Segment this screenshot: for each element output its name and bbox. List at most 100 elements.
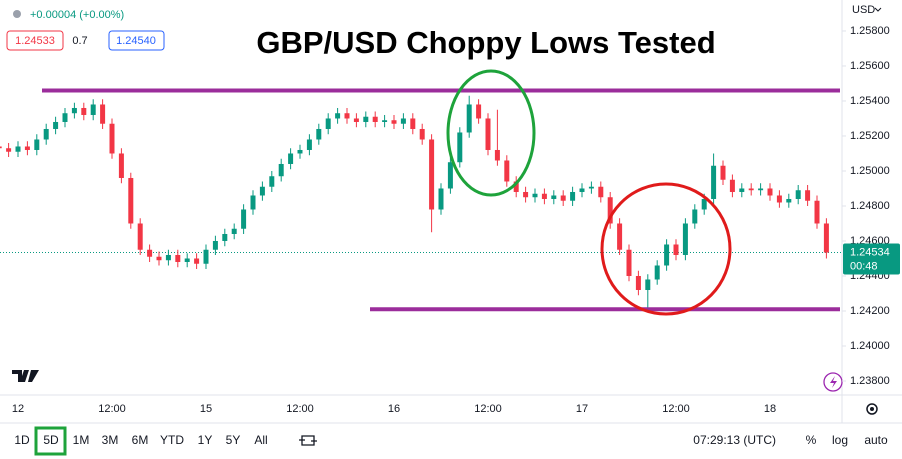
candle-body <box>15 146 21 152</box>
candle-body <box>504 160 510 182</box>
candle-body <box>128 177 134 224</box>
y-tick-label: 1.25200 <box>850 130 890 142</box>
toolbar: 1D 5D 1M 3M 6M YTD 1Y 5Y All 07:29:13 (UTC)% log au… <box>14 433 888 447</box>
candle-body <box>137 223 143 250</box>
candle-body <box>100 104 106 124</box>
candle-body <box>382 120 388 122</box>
candle-body <box>476 104 482 119</box>
y-tick-label: 1.25400 <box>850 95 890 107</box>
x-tick-label: 12:00 <box>474 403 502 415</box>
candle-body <box>24 146 30 150</box>
active-range-highlight <box>34 426 67 456</box>
candle-body <box>457 132 463 163</box>
candle-body <box>194 258 200 264</box>
candle-body <box>654 265 660 280</box>
y-tick-label: 1.24800 <box>850 200 890 212</box>
candle-body <box>494 149 500 161</box>
range-button[interactable]: 6M <box>132 433 149 447</box>
candle-body <box>335 113 341 119</box>
scale-option[interactable]: log <box>832 433 848 447</box>
candle-body <box>222 233 228 241</box>
candle-body <box>391 120 397 124</box>
candle-body <box>156 256 162 261</box>
candle-body <box>767 188 773 196</box>
candle-body <box>513 181 519 192</box>
candle-body <box>165 254 171 261</box>
range-button[interactable]: 3M <box>102 433 119 447</box>
candle-body <box>363 116 369 122</box>
candle-body <box>682 223 688 255</box>
scale-option[interactable]: auto <box>864 433 888 447</box>
candle-body <box>786 198 792 203</box>
candle-body <box>570 191 576 201</box>
candle-body <box>523 191 529 198</box>
candle-body <box>635 275 641 290</box>
range-button[interactable]: 5D <box>43 433 59 447</box>
candle-body <box>306 139 312 150</box>
y-tick-label: 1.24200 <box>850 305 890 317</box>
candle-body <box>316 128 322 140</box>
logo[interactable] <box>12 370 39 382</box>
x-tick-label: 18 <box>764 403 776 415</box>
candle-body <box>739 188 745 192</box>
candle-body <box>485 118 491 150</box>
candle-body <box>241 209 247 229</box>
range-button[interactable]: 1Y <box>198 433 213 447</box>
lightning-icon[interactable] <box>823 372 843 392</box>
candle-body <box>711 165 717 199</box>
candle-body <box>43 128 49 140</box>
ask-price: 1.24540 <box>116 35 156 47</box>
candle-body <box>250 195 256 210</box>
status-dot <box>13 10 21 18</box>
dropdown-icon <box>874 7 882 12</box>
candle-body <box>344 113 350 119</box>
candle-body <box>203 249 209 264</box>
candle-body <box>212 240 218 250</box>
candle-body <box>758 188 764 191</box>
candle-body <box>6 148 12 152</box>
candle-body <box>400 118 406 124</box>
range-button[interactable]: 5Y <box>226 433 241 447</box>
range-button[interactable]: 1D <box>14 433 30 447</box>
range-button[interactable]: All <box>254 433 267 447</box>
candle-body <box>429 139 435 210</box>
candle-body <box>814 200 820 224</box>
candle-body <box>626 249 632 276</box>
candle-body <box>278 163 284 177</box>
candle-body <box>466 104 472 133</box>
candle-body <box>701 198 707 210</box>
candle-body <box>823 223 829 253</box>
bid-box[interactable] <box>6 30 64 51</box>
candle-body <box>81 107 87 115</box>
range-button[interactable]: 1M <box>73 433 90 447</box>
range-button[interactable]: YTD <box>160 433 184 447</box>
y-tick-label: 1.23800 <box>850 375 890 387</box>
candle-body <box>720 165 726 180</box>
candle-body <box>541 193 547 199</box>
candle-body <box>175 254 181 262</box>
candle-body <box>288 153 294 164</box>
price-change: +0.00004 (+0.00%) <box>30 9 124 21</box>
currency-label[interactable]: USD <box>852 4 875 16</box>
candle-body <box>579 188 585 192</box>
ask-box[interactable] <box>108 30 165 51</box>
candle-body <box>0 146 2 149</box>
candle-body <box>372 116 378 122</box>
candle-body <box>560 195 566 201</box>
price-tag-value: 1.24534 <box>850 246 890 258</box>
candle-body <box>109 123 115 154</box>
candle-body <box>34 139 40 150</box>
settings-icon[interactable] <box>866 403 878 415</box>
y-tick-label: 1.25600 <box>850 60 890 72</box>
x-tick-label: 12:00 <box>662 403 690 415</box>
x-tick-label: 16 <box>388 403 400 415</box>
scale-option[interactable]: % <box>806 433 817 447</box>
date-range-icon[interactable] <box>299 435 317 446</box>
candle-body <box>259 186 265 196</box>
candle-body <box>617 223 623 250</box>
candle-body <box>90 104 96 115</box>
plot-area <box>0 88 842 312</box>
candle-body <box>598 186 604 198</box>
candle-body <box>607 197 613 224</box>
